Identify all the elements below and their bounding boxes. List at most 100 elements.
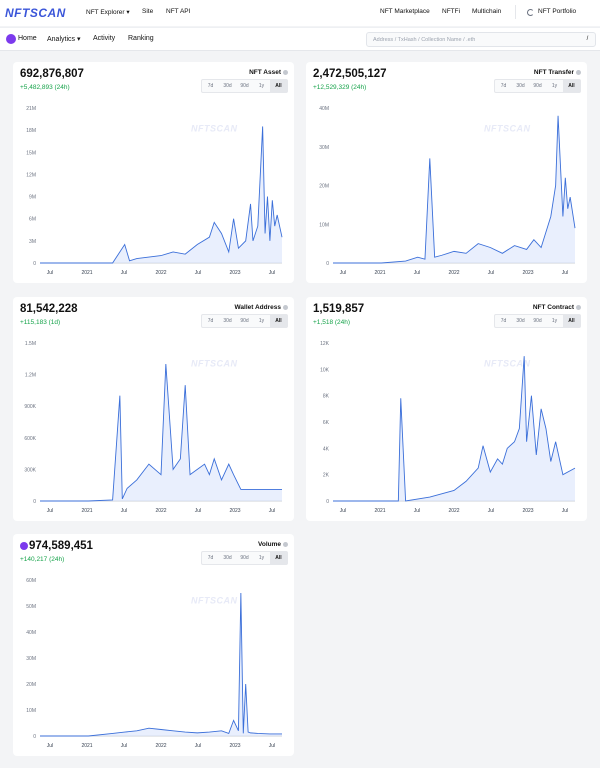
x-tick-label: 2022	[155, 508, 166, 514]
info-icon[interactable]	[576, 304, 581, 310]
line-chart: NFTSCAN 0 3M 6M 9M 12M 15M 18M 21M Jul 2021 Jul 2022…	[26, 106, 283, 276]
nav-ranking[interactable]: Ranking	[128, 35, 154, 42]
range-7d[interactable]: 7d	[207, 83, 214, 89]
x-tick-label: 2023	[522, 270, 533, 276]
x-tick-label: Jul	[195, 743, 201, 749]
secondary-nav: Home Analytics ▾ Activity Ranking Addres…	[0, 27, 600, 51]
range-1y[interactable]: 1y	[258, 555, 265, 561]
y-tick-label: 300K	[24, 467, 36, 473]
x-tick-label: 2023	[229, 508, 240, 514]
y-tick-label: 900K	[24, 404, 36, 410]
y-tick-label: 3M	[29, 239, 36, 245]
y-tick-label: 9M	[29, 195, 36, 201]
range-7d[interactable]: 7d	[207, 555, 214, 561]
nav-nft-portfolio[interactable]: NFT Portfolio	[538, 8, 577, 15]
range-90d[interactable]: 90d	[533, 318, 542, 324]
range-30d[interactable]: 30d	[223, 555, 232, 561]
line-chart: NFTSCAN 0 10M 20M 30M 40M Jul 2021 Jul 2022 Jul 202…	[319, 106, 576, 276]
x-tick-label: 2023	[522, 508, 533, 514]
range-1y[interactable]: 1y	[258, 83, 265, 89]
nftscan-logo[interactable]: NFTSCAN	[5, 6, 66, 20]
nav-analytics[interactable]: Analytics ▾	[47, 35, 80, 43]
range-30d[interactable]: 30d	[223, 83, 232, 89]
x-tick-label: 2023	[229, 270, 240, 276]
metric-title-text: Wallet Address	[234, 304, 281, 311]
x-tick-label: Jul	[562, 270, 568, 276]
info-icon[interactable]	[283, 304, 288, 310]
nav-site[interactable]: Site	[142, 8, 154, 15]
y-tick-label: 0	[33, 734, 36, 740]
x-tick-label: 2022	[155, 270, 166, 276]
nav-nftfi[interactable]: NFTFi	[442, 8, 461, 15]
x-tick-label: Jul	[488, 508, 494, 514]
metric-card-nft-transfer: 2,472,505,127 +12,529,329 (24h) NFT Transf…	[306, 62, 587, 283]
metric-delta: +1,518 (24h)	[313, 319, 351, 326]
range-All[interactable]: All	[270, 552, 287, 564]
range-1y[interactable]: 1y	[551, 83, 558, 89]
x-tick-label: 2021	[81, 743, 92, 749]
range-1y[interactable]: 1y	[551, 318, 558, 324]
range-selector: 7d 30d 90d 1y All	[201, 79, 288, 93]
metric-title: NFT Asset	[249, 69, 288, 76]
portfolio-icon	[527, 9, 534, 16]
x-tick-label: Jul	[47, 508, 53, 514]
x-tick-label: 2023	[229, 743, 240, 749]
y-tick-label: 40M	[26, 630, 36, 636]
watermark: NFTSCAN	[484, 123, 531, 133]
watermark: NFTSCAN	[191, 359, 238, 369]
range-selector: 7d 30d 90d 1y All	[494, 79, 581, 93]
nav-nft-explorer[interactable]: NFT Explorer ▾	[86, 8, 130, 16]
info-icon[interactable]	[283, 541, 288, 547]
y-tick-label: 10K	[320, 367, 330, 373]
metric-title-text: NFT Asset	[249, 69, 281, 76]
nav-home[interactable]: Home	[18, 35, 37, 42]
metric-value: 974,589,451	[20, 540, 93, 552]
x-tick-label: Jul	[414, 508, 420, 514]
x-tick-label: Jul	[195, 270, 201, 276]
range-7d[interactable]: 7d	[500, 83, 507, 89]
y-tick-label: 50M	[26, 604, 36, 610]
range-7d[interactable]: 7d	[500, 318, 507, 324]
metric-title: NFT Transfer	[534, 69, 581, 76]
metric-delta: +115,183 (1d)	[20, 319, 61, 326]
range-90d[interactable]: 90d	[533, 83, 542, 89]
range-30d[interactable]: 30d	[223, 318, 232, 324]
x-tick-label: Jul	[269, 743, 275, 749]
range-30d[interactable]: 30d	[516, 83, 525, 89]
range-All[interactable]: All	[563, 80, 580, 92]
watermark: NFTSCAN	[191, 123, 238, 133]
range-7d[interactable]: 7d	[207, 318, 214, 324]
y-tick-label: 12K	[320, 341, 330, 347]
x-tick-label: 2021	[374, 508, 385, 514]
y-tick-label: 1.5M	[25, 341, 36, 347]
range-All[interactable]: All	[563, 315, 580, 327]
divider	[515, 5, 516, 19]
y-tick-label: 10M	[26, 708, 36, 714]
top-bar: NFTSCAN NFT Explorer ▾ Site NFT API NFT …	[0, 0, 600, 26]
y-tick-label: 10M	[319, 222, 329, 228]
range-All[interactable]: All	[270, 80, 287, 92]
y-tick-label: 6M	[29, 217, 36, 223]
range-All[interactable]: All	[270, 315, 287, 327]
nav-activity[interactable]: Activity	[93, 35, 116, 42]
range-90d[interactable]: 90d	[240, 555, 249, 561]
range-90d[interactable]: 90d	[240, 83, 249, 89]
nav-nft-marketplace[interactable]: NFT Marketplace	[380, 8, 430, 15]
x-tick-label: Jul	[47, 270, 53, 276]
info-icon[interactable]	[576, 69, 581, 75]
metric-card-volume: 974,589,451 +140,217 (24h) Volume 7d 30d 90d 1…	[13, 534, 294, 756]
home-icon	[6, 34, 16, 44]
series-area	[40, 126, 282, 263]
metric-card-nft-contract: 1,519,857 +1,518 (24h) NFT Contract 7d 30d 90…	[306, 297, 587, 521]
line-chart: NFTSCAN 0 2K 4K 6K 8K 10K 12K Jul 2021 Jul 2022 Jul 2…	[320, 341, 576, 514]
range-30d[interactable]: 30d	[516, 318, 525, 324]
info-icon[interactable]	[283, 69, 288, 75]
nav-multichain[interactable]: Multichain	[472, 8, 502, 15]
search-input[interactable]: Address / TxHash / Collection Name / .et…	[366, 32, 596, 47]
range-90d[interactable]: 90d	[240, 318, 249, 324]
range-1y[interactable]: 1y	[258, 318, 265, 324]
nav-nft-api[interactable]: NFT API	[166, 8, 191, 15]
metric-delta: +5,482,893 (24h)	[20, 84, 70, 91]
y-tick-label: 0	[326, 499, 329, 505]
y-tick-label: 6K	[323, 420, 330, 426]
